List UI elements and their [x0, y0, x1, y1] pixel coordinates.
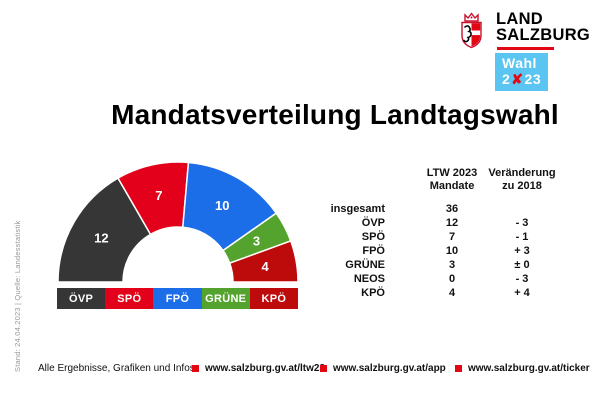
legend-item-kpoe: KPÖ: [249, 288, 299, 309]
ballot-x-icon: ✘: [511, 71, 524, 87]
legend-item-fpoe: FPÖ: [153, 288, 202, 309]
table-row: KPÖ 4 + 4: [270, 287, 600, 300]
segment-value-label: 12: [94, 230, 108, 245]
row-mandate: 4: [448, 287, 456, 299]
red-square-bullet-icon: [455, 365, 462, 372]
table-row: FPÖ 10 + 3: [270, 245, 600, 258]
wahl-2023-badge: Wahl 2✘23: [495, 53, 549, 91]
badge-suffix: 23: [524, 71, 542, 87]
legend-label: SPÖ: [117, 292, 142, 305]
row-label: KPÖ: [361, 287, 385, 299]
logo-line2: SALZBURG: [496, 26, 591, 44]
col-header-ltw2023: LTW 2023 Mandate: [426, 167, 478, 192]
red-square-bullet-icon: [192, 365, 199, 372]
row-change: - 3: [515, 273, 529, 285]
row-label: FPÖ: [362, 245, 385, 257]
row-change: + 3: [514, 245, 530, 257]
footer-link-ltw23[interactable]: www.salzburg.gv.at/ltw23: [192, 363, 325, 374]
footer-label: Alle Ergebnisse, Grafiken und Infos:: [38, 363, 198, 374]
row-change: + 4: [514, 287, 530, 299]
row-mandate: 0: [448, 273, 456, 285]
row-label: SPÖ: [361, 231, 385, 243]
table-row: NEOS 0 - 3: [270, 273, 600, 286]
footer-link-app[interactable]: www.salzburg.gv.at/app: [320, 363, 446, 374]
row-mandate: 7: [448, 231, 456, 243]
row-mandate: 12: [445, 217, 459, 229]
segment-kpö: [228, 240, 299, 283]
row-change: - 3: [515, 217, 529, 229]
row-mandate: 36: [445, 203, 459, 215]
legend-label: FPÖ: [165, 292, 190, 305]
salzburg-crest-icon: [461, 12, 482, 49]
segment-value-label: 10: [215, 198, 229, 213]
legend-item-gruene: GRÜNE: [201, 288, 250, 309]
table-row: insgesamt 36: [270, 203, 600, 216]
row-label: ÖVP: [361, 217, 385, 229]
badge-prefix: Wahl 2: [502, 55, 537, 87]
table-row: GRÜNE 3 ± 0: [270, 259, 600, 272]
segment-value-label: 3: [253, 234, 260, 249]
logo-text: LAND SALZBURG: [496, 10, 591, 44]
legend-label: ÖVP: [69, 292, 94, 305]
segment-value-label: 7: [155, 188, 162, 203]
table-header-row: LTW 2023 Mandate Veränderung zu 2018: [270, 167, 600, 192]
row-label: NEOS: [353, 273, 385, 285]
footer-link-text[interactable]: www.salzburg.gv.at/ltw23: [205, 363, 326, 374]
row-change: - 1: [515, 231, 529, 243]
half-donut-svg: 12 7 10 34: [57, 161, 299, 283]
footer-link-text[interactable]: www.salzburg.gv.at/ticker: [468, 363, 590, 374]
legend-label: KPÖ: [261, 292, 287, 305]
logo-red-underline: [497, 47, 554, 50]
row-label: insgesamt: [330, 203, 385, 215]
footer-link-ticker[interactable]: www.salzburg.gv.at/ticker: [455, 363, 590, 374]
row-change: ± 0: [514, 259, 530, 271]
col-header-veraenderung: Veränderung zu 2018: [488, 167, 556, 192]
table-row: SPÖ 7 - 1: [270, 231, 600, 244]
legend-item-spoe: SPÖ: [105, 288, 154, 309]
row-mandate: 3: [448, 259, 456, 271]
seat-distribution-chart: 12 7 10 3 4: [40, 150, 320, 315]
logo-line1: LAND: [496, 10, 544, 28]
source-note: Stand: 24.04.2023 | Quelle: Landesstatis…: [13, 220, 22, 372]
table-row: ÖVP 12 - 3: [270, 217, 600, 230]
legend-label: GRÜNE: [205, 292, 247, 305]
chart-legend: ÖVP SPÖ FPÖ GRÜNE KPÖ: [57, 288, 299, 309]
row-label: GRÜNE: [345, 259, 385, 271]
page-title: Mandatsverteilung Landtagswahl: [111, 98, 559, 130]
legend-item-oevp: ÖVP: [57, 288, 106, 309]
segment-value-label: 4: [262, 259, 270, 274]
row-mandate: 10: [445, 245, 459, 257]
red-square-bullet-icon: [320, 365, 327, 372]
footer-link-text[interactable]: www.salzburg.gv.at/app: [333, 363, 446, 374]
